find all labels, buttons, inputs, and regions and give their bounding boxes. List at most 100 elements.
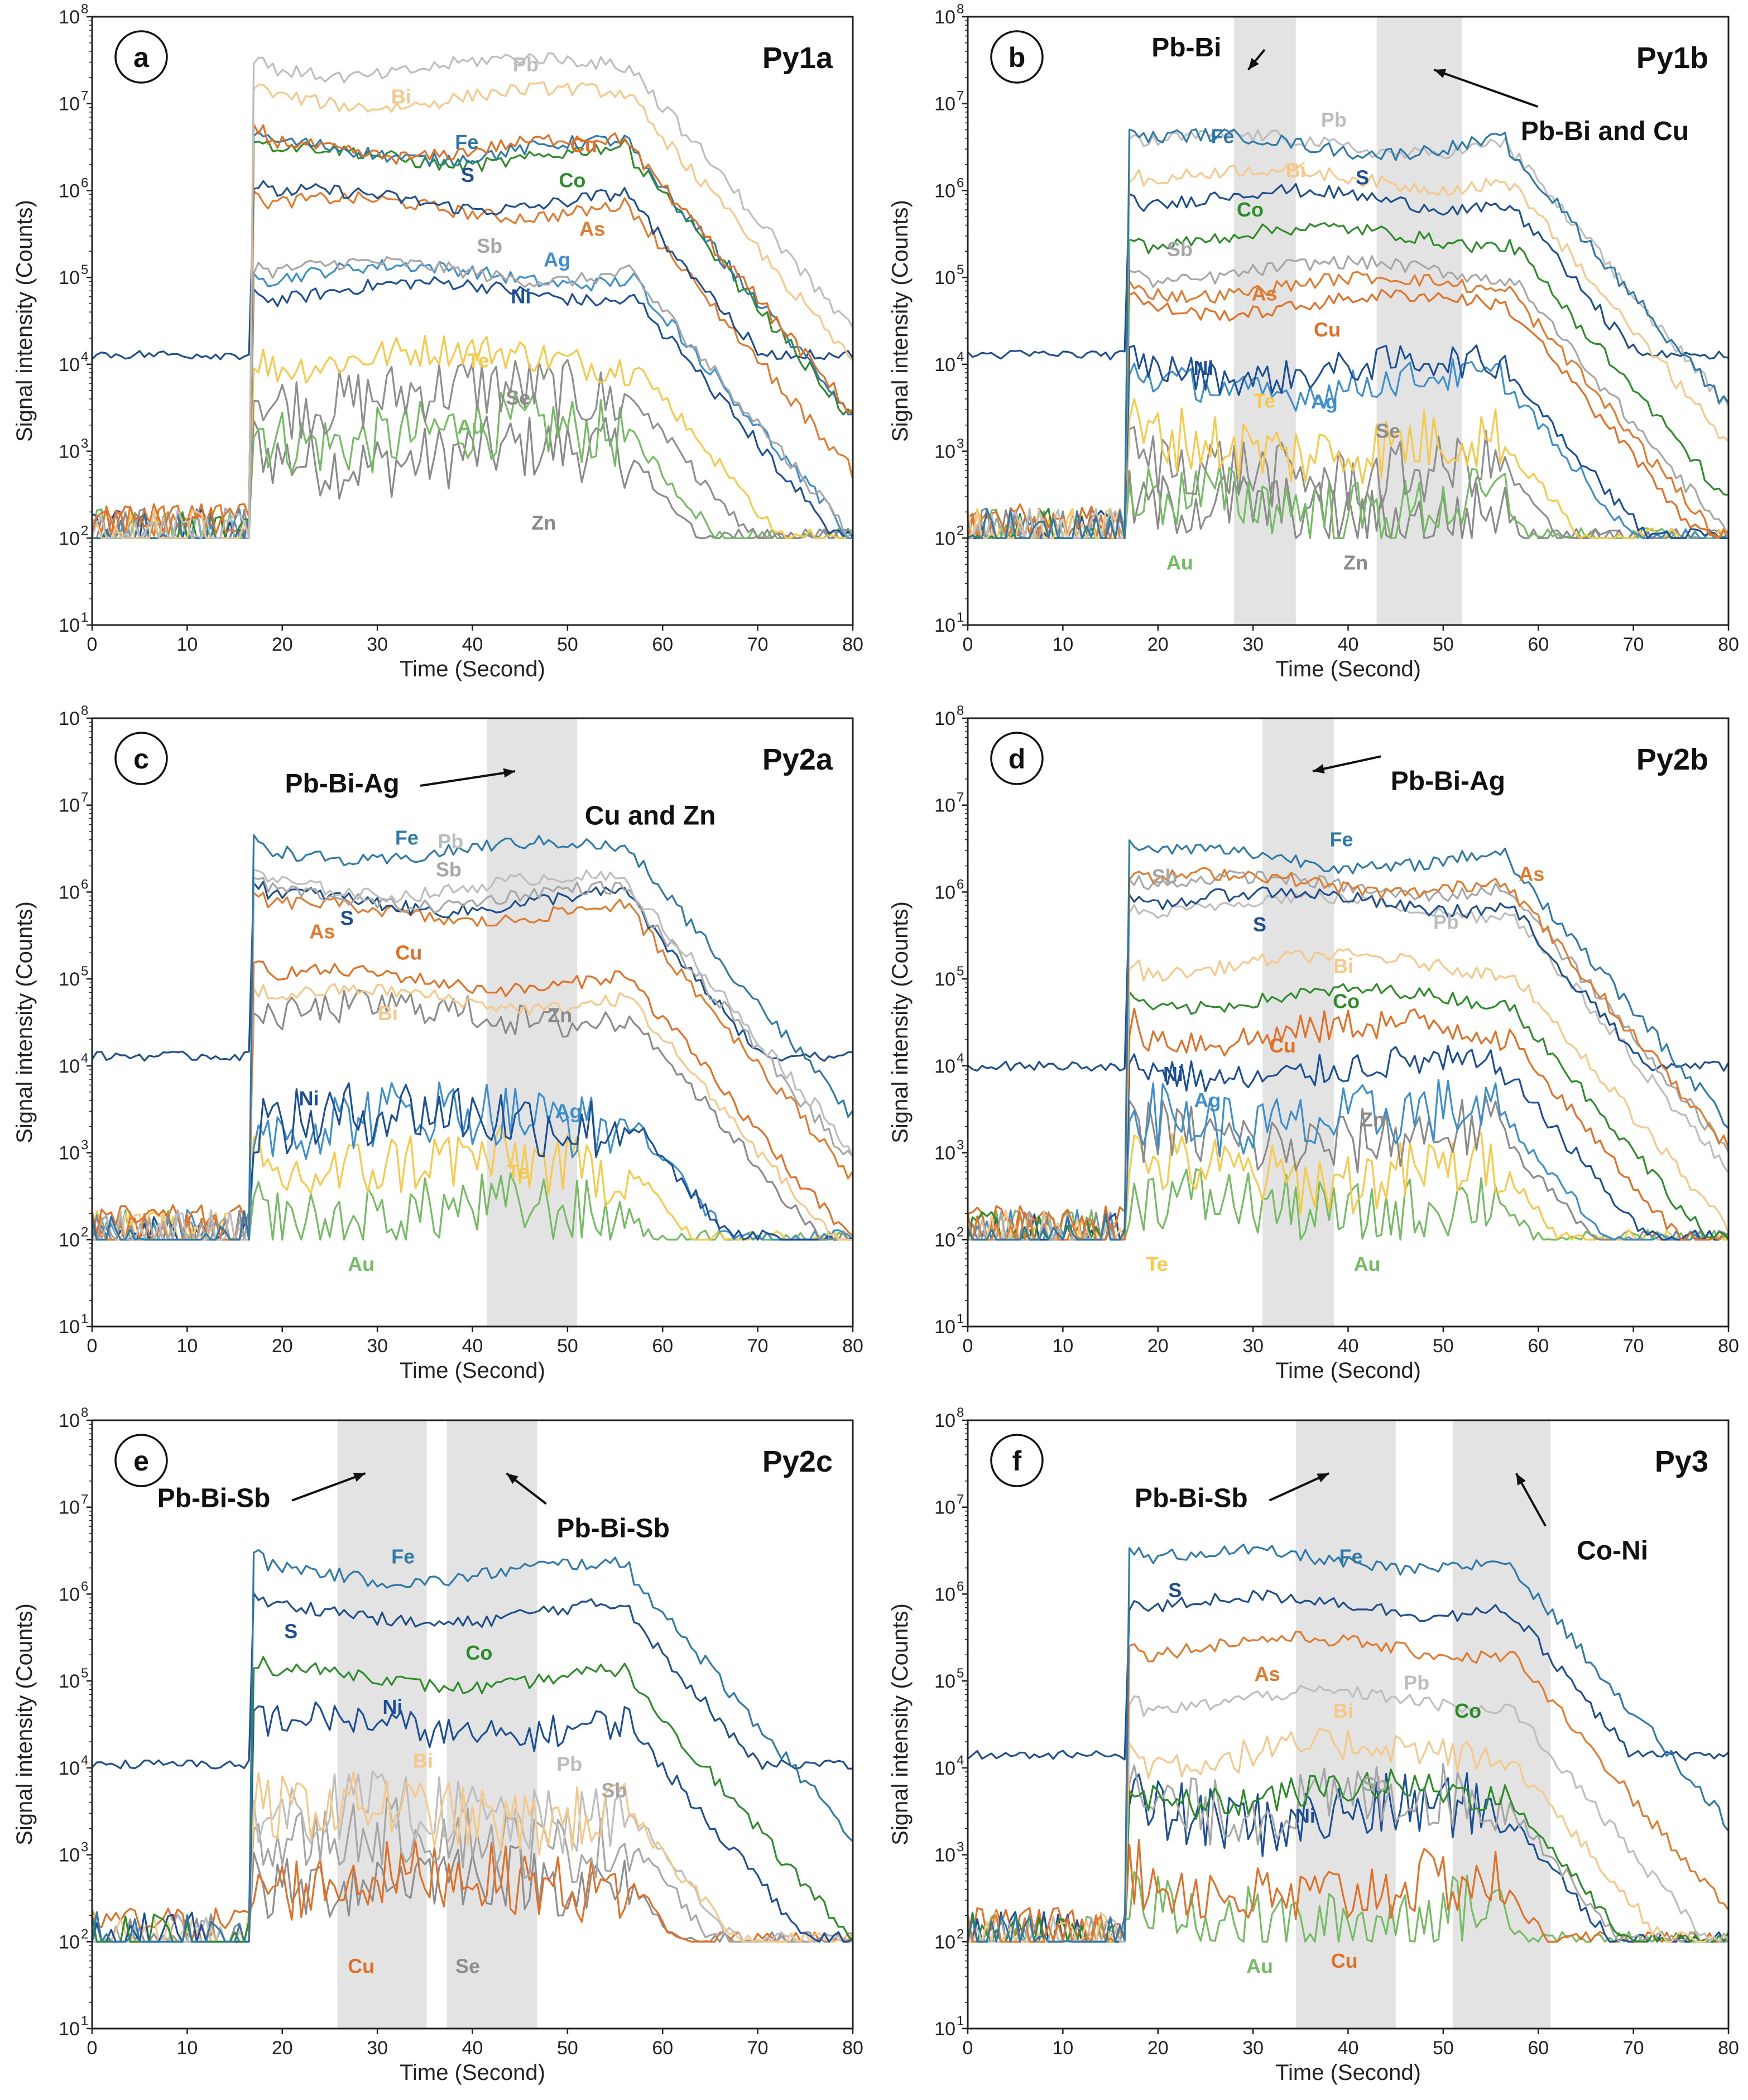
y-tick-label: 10 bbox=[59, 1143, 80, 1164]
element-label-as: As bbox=[1519, 863, 1544, 886]
element-label-pb: Pb bbox=[1404, 1671, 1429, 1694]
y-tick-exponent: 7 bbox=[81, 790, 88, 805]
x-tick-label: 10 bbox=[176, 2037, 198, 2059]
x-tick-label: 40 bbox=[1338, 1335, 1359, 1357]
element-label-sb: Sb bbox=[477, 234, 502, 257]
series-line-cu bbox=[92, 123, 853, 536]
x-tick-label: 80 bbox=[842, 634, 863, 655]
x-tick-label: 20 bbox=[272, 2037, 293, 2059]
element-label-pb: Pb bbox=[513, 53, 539, 76]
element-label-te: Te bbox=[467, 349, 489, 372]
y-tick-exponent: 7 bbox=[957, 89, 964, 104]
series-line-fe bbox=[92, 834, 853, 1241]
element-label-ag: Ag bbox=[555, 1099, 582, 1122]
panel-letter: d bbox=[1009, 743, 1026, 775]
x-tick-label: 70 bbox=[747, 2037, 769, 2059]
element-label-as: As bbox=[1252, 282, 1278, 305]
series-line-as bbox=[92, 190, 853, 539]
y-tick-exponent: 4 bbox=[957, 1753, 964, 1768]
x-tick-label: 70 bbox=[747, 634, 769, 655]
series-line-sb bbox=[968, 1762, 1728, 1943]
x-tick-label: 60 bbox=[652, 1335, 673, 1357]
y-tick-label: 10 bbox=[934, 882, 955, 903]
x-tick-label: 40 bbox=[1338, 2037, 1359, 2059]
annotation-arrowhead bbox=[1317, 1473, 1329, 1483]
y-tick-label: 10 bbox=[59, 267, 80, 289]
y-tick-exponent: 5 bbox=[957, 1666, 964, 1681]
y-tick-exponent: 3 bbox=[81, 1138, 88, 1153]
y-tick-exponent: 6 bbox=[81, 1579, 88, 1594]
y-tick-label: 10 bbox=[59, 354, 80, 376]
x-tick-label: 80 bbox=[1718, 2037, 1739, 2059]
x-axis-label: Time (Second) bbox=[400, 1358, 545, 1383]
series-line-zn bbox=[968, 1095, 1728, 1241]
x-tick-label: 40 bbox=[1338, 634, 1359, 655]
y-tick-label: 10 bbox=[934, 94, 955, 115]
x-tick-label: 30 bbox=[1242, 2037, 1264, 2059]
y-tick-exponent: 4 bbox=[81, 349, 88, 364]
y-tick-label: 10 bbox=[59, 1056, 80, 1077]
y-tick-exponent: 5 bbox=[81, 964, 88, 979]
traces bbox=[968, 128, 1728, 539]
x-tick-label: 30 bbox=[1242, 1335, 1264, 1357]
y-tick-exponent: 6 bbox=[81, 877, 88, 892]
y-axis-label: Signal intensity (Counts) bbox=[888, 1603, 913, 1846]
traces bbox=[968, 839, 1728, 1241]
y-tick-exponent: 2 bbox=[957, 1926, 964, 1942]
y-tick-label: 10 bbox=[934, 1143, 955, 1164]
element-label-bi: Bi bbox=[1333, 1699, 1353, 1722]
series-line-ni bbox=[92, 276, 853, 539]
x-tick-label: 80 bbox=[1718, 1335, 1739, 1357]
x-tick-label: 60 bbox=[652, 634, 673, 655]
x-tick-label: 0 bbox=[963, 1335, 973, 1357]
series-line-ni bbox=[968, 1045, 1728, 1241]
y-tick-exponent: 6 bbox=[957, 175, 964, 190]
x-tick-label: 40 bbox=[462, 2037, 483, 2059]
y-tick-label: 10 bbox=[59, 94, 80, 115]
shaded-region bbox=[1452, 1420, 1551, 2029]
element-label-s: S bbox=[1253, 913, 1266, 936]
shaded-region bbox=[337, 1420, 427, 2029]
x-tick-label: 0 bbox=[963, 2037, 973, 2059]
panel-title: Py3 bbox=[1655, 1445, 1708, 1478]
annotation-label: Co-Ni bbox=[1577, 1536, 1648, 1565]
y-tick-label: 10 bbox=[934, 1671, 955, 1692]
element-label-se: Se bbox=[1376, 420, 1400, 443]
element-label-s: S bbox=[1356, 166, 1369, 189]
element-label-cu: Cu bbox=[1331, 1949, 1358, 1972]
element-label-ni: Ni bbox=[299, 1087, 319, 1110]
panel-letter-circle bbox=[114, 1434, 168, 1487]
element-label-au: Au bbox=[348, 1253, 374, 1276]
annotation-arrow bbox=[420, 770, 516, 787]
traces bbox=[92, 834, 853, 1241]
x-tick-label: 50 bbox=[1433, 1335, 1454, 1357]
series-line-co bbox=[92, 138, 853, 539]
annotation-arrowhead bbox=[1313, 764, 1325, 774]
series-line-as bbox=[92, 892, 853, 1241]
y-axis-label: Signal intensity (Counts) bbox=[12, 200, 37, 442]
element-label-se: Se bbox=[455, 1955, 480, 1978]
y-tick-label: 10 bbox=[59, 1584, 80, 1605]
element-label-pb: Pb bbox=[1433, 910, 1459, 933]
series-line-pb bbox=[92, 52, 853, 539]
traces bbox=[92, 1549, 853, 1943]
y-tick-exponent: 8 bbox=[957, 1405, 964, 1420]
element-label-ag: Ag bbox=[1194, 1089, 1221, 1112]
y-tick-exponent: 2 bbox=[81, 1224, 88, 1239]
x-tick-label: 40 bbox=[462, 1335, 483, 1357]
y-tick-exponent: 8 bbox=[957, 703, 964, 718]
x-tick-label: 10 bbox=[1052, 634, 1073, 655]
x-tick-label: 50 bbox=[557, 2037, 578, 2059]
x-tick-label: 60 bbox=[652, 2037, 673, 2059]
element-label-te: Te bbox=[1254, 389, 1275, 412]
y-tick-label: 10 bbox=[59, 1931, 80, 1953]
panel-letter: e bbox=[133, 1445, 149, 1477]
y-tick-exponent: 1 bbox=[81, 1311, 88, 1327]
element-label-au: Au bbox=[1354, 1253, 1381, 1276]
element-label-au: Au bbox=[457, 415, 484, 438]
panel-title: Py1a bbox=[762, 41, 833, 75]
y-tick-label: 10 bbox=[934, 1410, 955, 1431]
y-tick-label: 10 bbox=[59, 528, 80, 549]
series-line-s bbox=[92, 880, 853, 1062]
